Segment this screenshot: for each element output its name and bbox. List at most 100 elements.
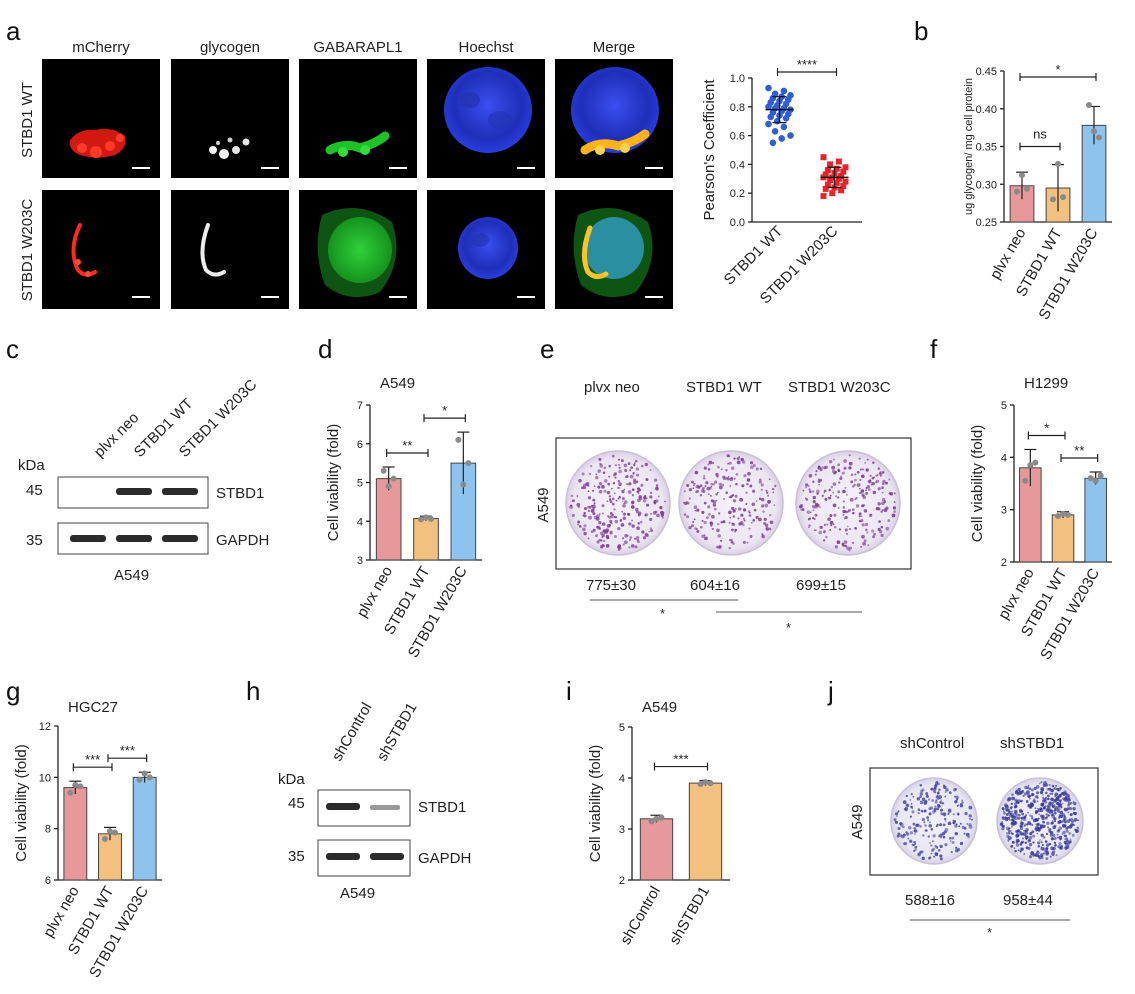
data-point	[1087, 475, 1094, 482]
y-tick-label: 3	[357, 555, 363, 567]
colony-count: 699±15	[796, 577, 846, 594]
data-point	[840, 183, 847, 189]
y-tick-label: 8	[45, 824, 51, 836]
panel-letter-d: d	[318, 334, 332, 364]
category-label: shControl	[617, 884, 664, 948]
bar	[639, 818, 674, 881]
data-point	[771, 127, 779, 135]
band	[326, 853, 360, 860]
data-point	[423, 514, 429, 521]
data-point	[827, 161, 834, 168]
colony-label: plvx neo	[584, 379, 640, 396]
data-point	[428, 515, 434, 522]
colony-count: 604±16	[690, 577, 740, 594]
kda-label: kDa	[278, 771, 305, 788]
data-point	[822, 185, 829, 192]
cell-line-label: A549	[114, 567, 149, 584]
data-point	[455, 436, 462, 443]
y-axis-label: Cell viability (fold)	[969, 425, 986, 543]
cell-line-label: A549	[535, 487, 552, 522]
y-tick-label: 6	[357, 439, 363, 451]
sig-label: ***	[120, 743, 135, 758]
colony-count: 775±30	[586, 577, 636, 594]
colony-label: shControl	[900, 735, 964, 752]
data-point	[1091, 128, 1097, 135]
panel-letter-i: i	[566, 676, 572, 706]
data-point	[1065, 511, 1071, 518]
sig-label: ***	[673, 752, 688, 767]
y-tick-label: 0.6	[730, 131, 745, 143]
y-tick-label: 7	[357, 400, 363, 412]
data-point	[835, 158, 842, 165]
y-tick-label: 3	[1001, 505, 1007, 517]
sig-label: ****	[797, 57, 817, 72]
colony-label: STBD1 WT	[686, 379, 762, 396]
category-label: shSTBD1	[666, 884, 713, 948]
data-point	[1092, 477, 1099, 484]
data-point	[1086, 101, 1092, 108]
colony-plate	[996, 777, 1084, 865]
data-point	[465, 460, 472, 467]
data-point	[1055, 160, 1061, 167]
data-point	[1060, 194, 1066, 201]
data-point	[702, 779, 709, 786]
band	[370, 805, 400, 810]
bar	[1051, 514, 1075, 563]
row-label-w203c: STBD1 W203C	[19, 199, 36, 302]
y-tick-label: 4	[619, 773, 625, 785]
band-label-gapdh: GAPDH	[418, 850, 471, 867]
sig-label: **	[402, 438, 412, 453]
marker-45: 45	[288, 795, 305, 812]
data-point	[842, 164, 849, 171]
micro-w203c-merge	[555, 190, 673, 309]
data-point	[842, 178, 849, 185]
y-tick-label: 0.40	[976, 104, 997, 116]
bar	[63, 787, 88, 881]
y-axis-label: Cell viability (fold)	[13, 744, 30, 862]
data-point	[767, 113, 774, 121]
data-point	[380, 467, 387, 474]
y-tick-label: 3	[619, 824, 625, 836]
data-point	[77, 783, 84, 790]
data-point	[782, 115, 790, 122]
y-axis-label: ug glycogen/ mg cell protein	[963, 78, 975, 215]
colony-plate	[678, 450, 784, 556]
data-point	[827, 177, 834, 184]
colony-count: 958±44	[1003, 892, 1053, 909]
y-tick-label: 0.2	[730, 188, 745, 200]
micro-w203c-mcherry	[42, 190, 160, 309]
micro-w203c-glycogen	[171, 190, 289, 309]
micro-wt-glycogen	[171, 59, 289, 178]
panel-letter-h: h	[246, 676, 260, 706]
data-point	[1027, 462, 1034, 469]
colony-count: 588±16	[905, 892, 955, 909]
y-tick-label: 12	[39, 721, 51, 733]
chart-viability-a549-sh: 2 3 4 5 Cell viability (fold) A549 shControl sh…	[587, 699, 730, 948]
data-point	[820, 154, 827, 161]
sig-label: ns	[1033, 127, 1047, 142]
band-label-stbd1: STBD1	[418, 799, 466, 816]
data-point	[102, 835, 108, 842]
data-point	[765, 120, 772, 128]
band	[116, 535, 152, 542]
micro-wt-gabarapl1	[299, 59, 417, 178]
data-point	[835, 175, 842, 182]
y-tick-label: 5	[619, 722, 625, 734]
data-point	[838, 187, 845, 194]
data-point	[1055, 512, 1061, 519]
data-point	[1096, 134, 1102, 141]
data-point	[765, 84, 772, 92]
data-point	[707, 780, 714, 787]
micro-w203c-gabarapl1	[299, 190, 417, 309]
y-tick-label: 5	[1001, 400, 1007, 412]
micro-wt-hoechst	[427, 59, 545, 178]
y-tick-label: 1.0	[730, 73, 745, 85]
y-tick-label: 4	[357, 516, 363, 528]
bar	[413, 518, 439, 561]
y-tick-label: 0.45	[976, 66, 997, 78]
data-point	[1097, 472, 1104, 479]
micro-wt-merge	[555, 59, 673, 178]
sig-label: *	[987, 925, 992, 940]
channel-label-merge: Merge	[593, 39, 636, 56]
